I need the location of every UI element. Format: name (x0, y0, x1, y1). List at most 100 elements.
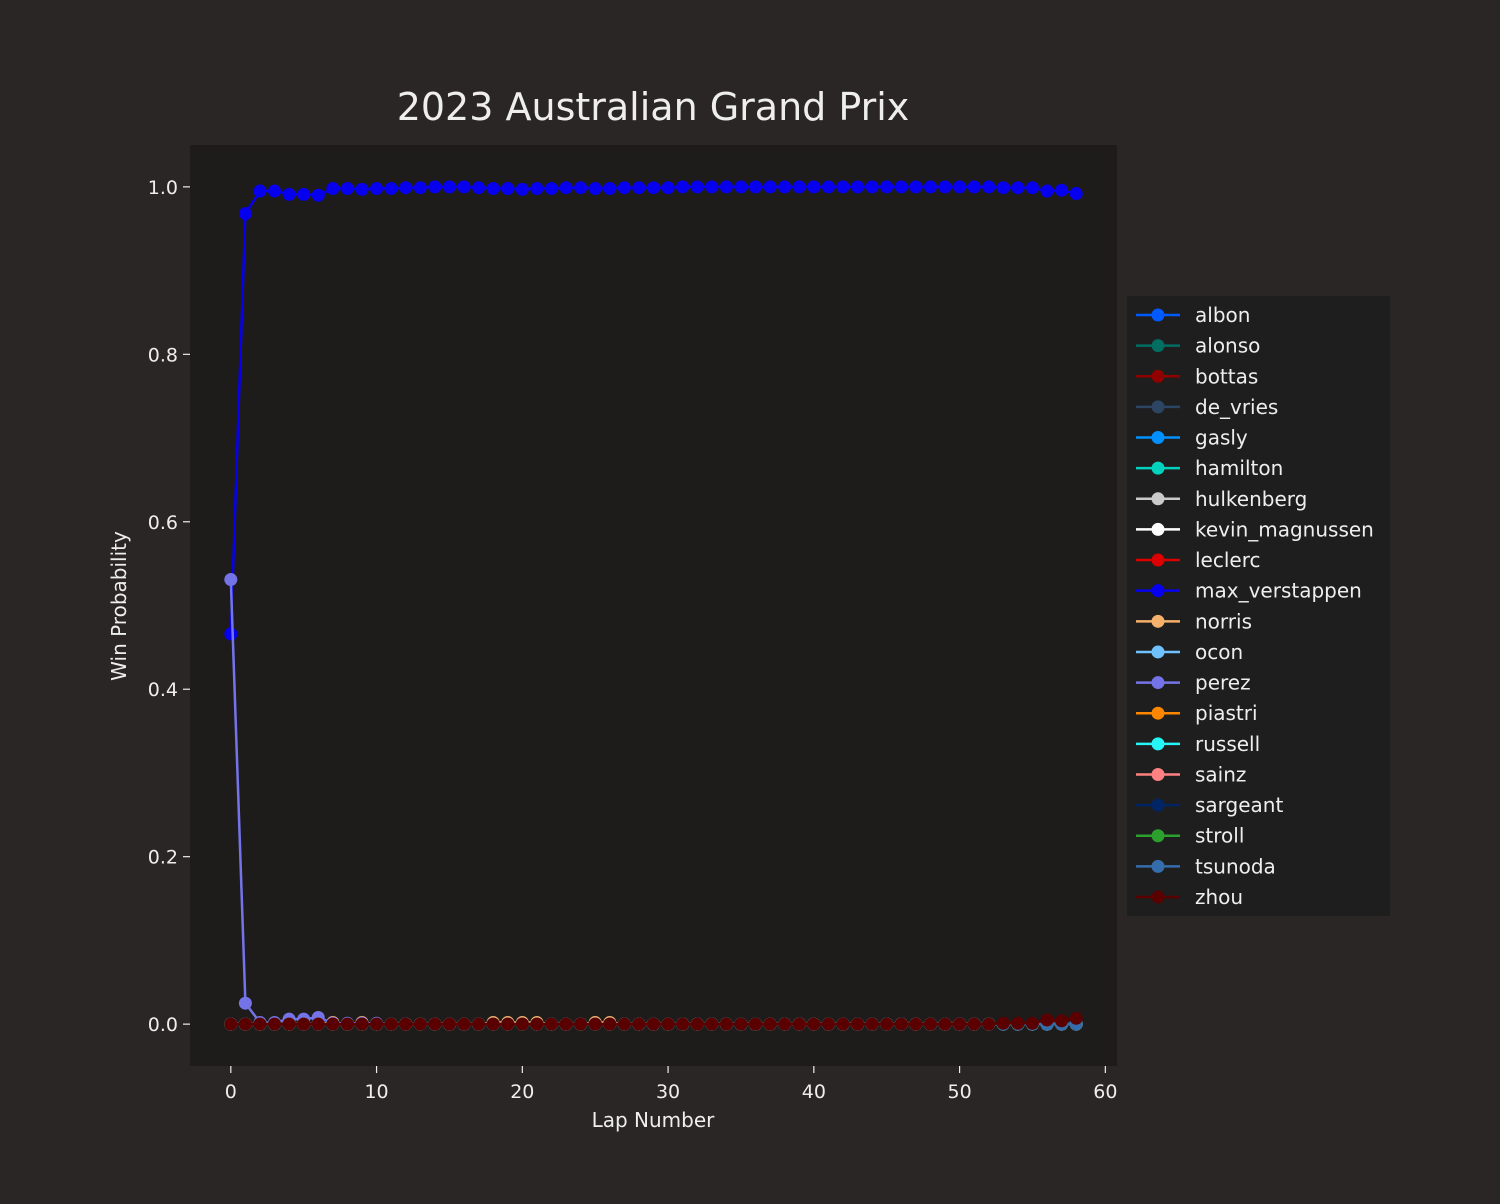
data-point (297, 1017, 311, 1031)
data-point (472, 181, 486, 195)
legend-item-hulkenberg: hulkenberg (1136, 487, 1307, 511)
legend-marker (1151, 553, 1165, 567)
data-point (763, 1017, 777, 1031)
data-point (268, 184, 282, 198)
legend-item-bottas: bottas (1136, 364, 1258, 388)
legend-marker (1151, 369, 1165, 383)
data-point (661, 1017, 675, 1031)
legend-item-albon: albon (1136, 303, 1250, 327)
data-point (734, 180, 748, 194)
data-point (428, 180, 442, 194)
data-point (588, 182, 602, 196)
data-point (224, 573, 238, 587)
legend-item-alonso: alonso (1136, 334, 1260, 358)
y-tick-label: 0.6 (148, 512, 178, 534)
data-point (953, 180, 967, 194)
x-axis-label: Lap Number (592, 1108, 716, 1132)
data-point (238, 996, 252, 1010)
data-point (486, 1017, 500, 1031)
legend-label: hulkenberg (1195, 487, 1307, 511)
data-point (705, 180, 719, 194)
data-point (967, 1017, 981, 1031)
data-point (690, 180, 704, 194)
data-point (909, 1017, 923, 1031)
data-point (1011, 1016, 1025, 1030)
legend-marker (1151, 492, 1165, 506)
data-point (442, 180, 456, 194)
data-point (340, 1017, 354, 1031)
data-point (676, 180, 690, 194)
legend-item-norris: norris (1136, 609, 1252, 633)
data-point (894, 180, 908, 194)
data-point (603, 1017, 617, 1031)
data-point (690, 1017, 704, 1031)
legend-marker (1151, 859, 1165, 873)
data-point (1011, 181, 1025, 195)
data-point (865, 1017, 879, 1031)
legend-marker (1151, 676, 1165, 690)
data-point (1025, 181, 1039, 195)
x-tick-label: 0 (225, 1081, 237, 1103)
x-tick-label: 30 (656, 1081, 680, 1103)
legend-item-piastri: piastri (1136, 701, 1258, 725)
data-point (749, 1017, 763, 1031)
legend-item-gasly: gasly (1136, 426, 1248, 450)
data-point (355, 182, 369, 196)
legend-label: sargeant (1195, 793, 1283, 817)
data-point (617, 1017, 631, 1031)
data-point (894, 1017, 908, 1031)
data-point (1055, 1014, 1069, 1028)
data-point (953, 1017, 967, 1031)
data-point (938, 1017, 952, 1031)
series-zhou (224, 1011, 1083, 1031)
data-point (501, 182, 515, 196)
data-point (880, 1017, 894, 1031)
data-point (851, 180, 865, 194)
data-point (544, 182, 558, 196)
data-point (282, 1017, 296, 1031)
data-point (923, 180, 937, 194)
x-axis: 0 10 20 30 40 50 60 (225, 1066, 1117, 1103)
legend-label: perez (1195, 671, 1251, 695)
legend-label: albon (1195, 303, 1250, 327)
legend-marker (1151, 737, 1165, 751)
data-point (413, 1017, 427, 1031)
y-axis: 0.0 0.2 0.4 0.6 0.8 1.0 (148, 177, 190, 1036)
y-tick-label: 1.0 (148, 177, 178, 199)
legend-item-leclerc: leclerc (1136, 548, 1261, 572)
data-point (311, 1017, 325, 1031)
legend-marker (1151, 522, 1165, 536)
legend-item-sainz: sainz (1136, 762, 1246, 786)
legend-marker (1151, 706, 1165, 720)
series-max_verstappen (224, 180, 1083, 641)
data-point (676, 1017, 690, 1031)
data-point (778, 180, 792, 194)
data-point (938, 180, 952, 194)
y-axis-label: Win Probability (107, 531, 131, 681)
data-point (1025, 1016, 1039, 1030)
data-point (224, 1017, 238, 1031)
data-point (763, 180, 777, 194)
legend-item-hamilton: hamilton (1136, 456, 1283, 480)
data-point (588, 1017, 602, 1031)
data-point (632, 1017, 646, 1031)
legend-item-ocon: ocon (1136, 640, 1243, 664)
legend-item-sargeant: sargeant (1136, 793, 1283, 817)
data-point (719, 1017, 733, 1031)
data-point (326, 182, 340, 196)
plot-area (190, 145, 1117, 1066)
data-point (282, 187, 296, 201)
data-point (501, 1017, 515, 1031)
legend-label: hamilton (1195, 456, 1283, 480)
legend-marker (1151, 645, 1165, 659)
legend-marker (1151, 584, 1165, 598)
legend-label: gasly (1195, 426, 1248, 450)
data-point (778, 1017, 792, 1031)
data-point (413, 181, 427, 195)
legend-label: bottas (1195, 364, 1258, 388)
data-point (603, 182, 617, 196)
legend-item-max_verstappen: max_verstappen (1136, 579, 1362, 603)
data-point (705, 1017, 719, 1031)
legend-label: piastri (1195, 701, 1258, 725)
